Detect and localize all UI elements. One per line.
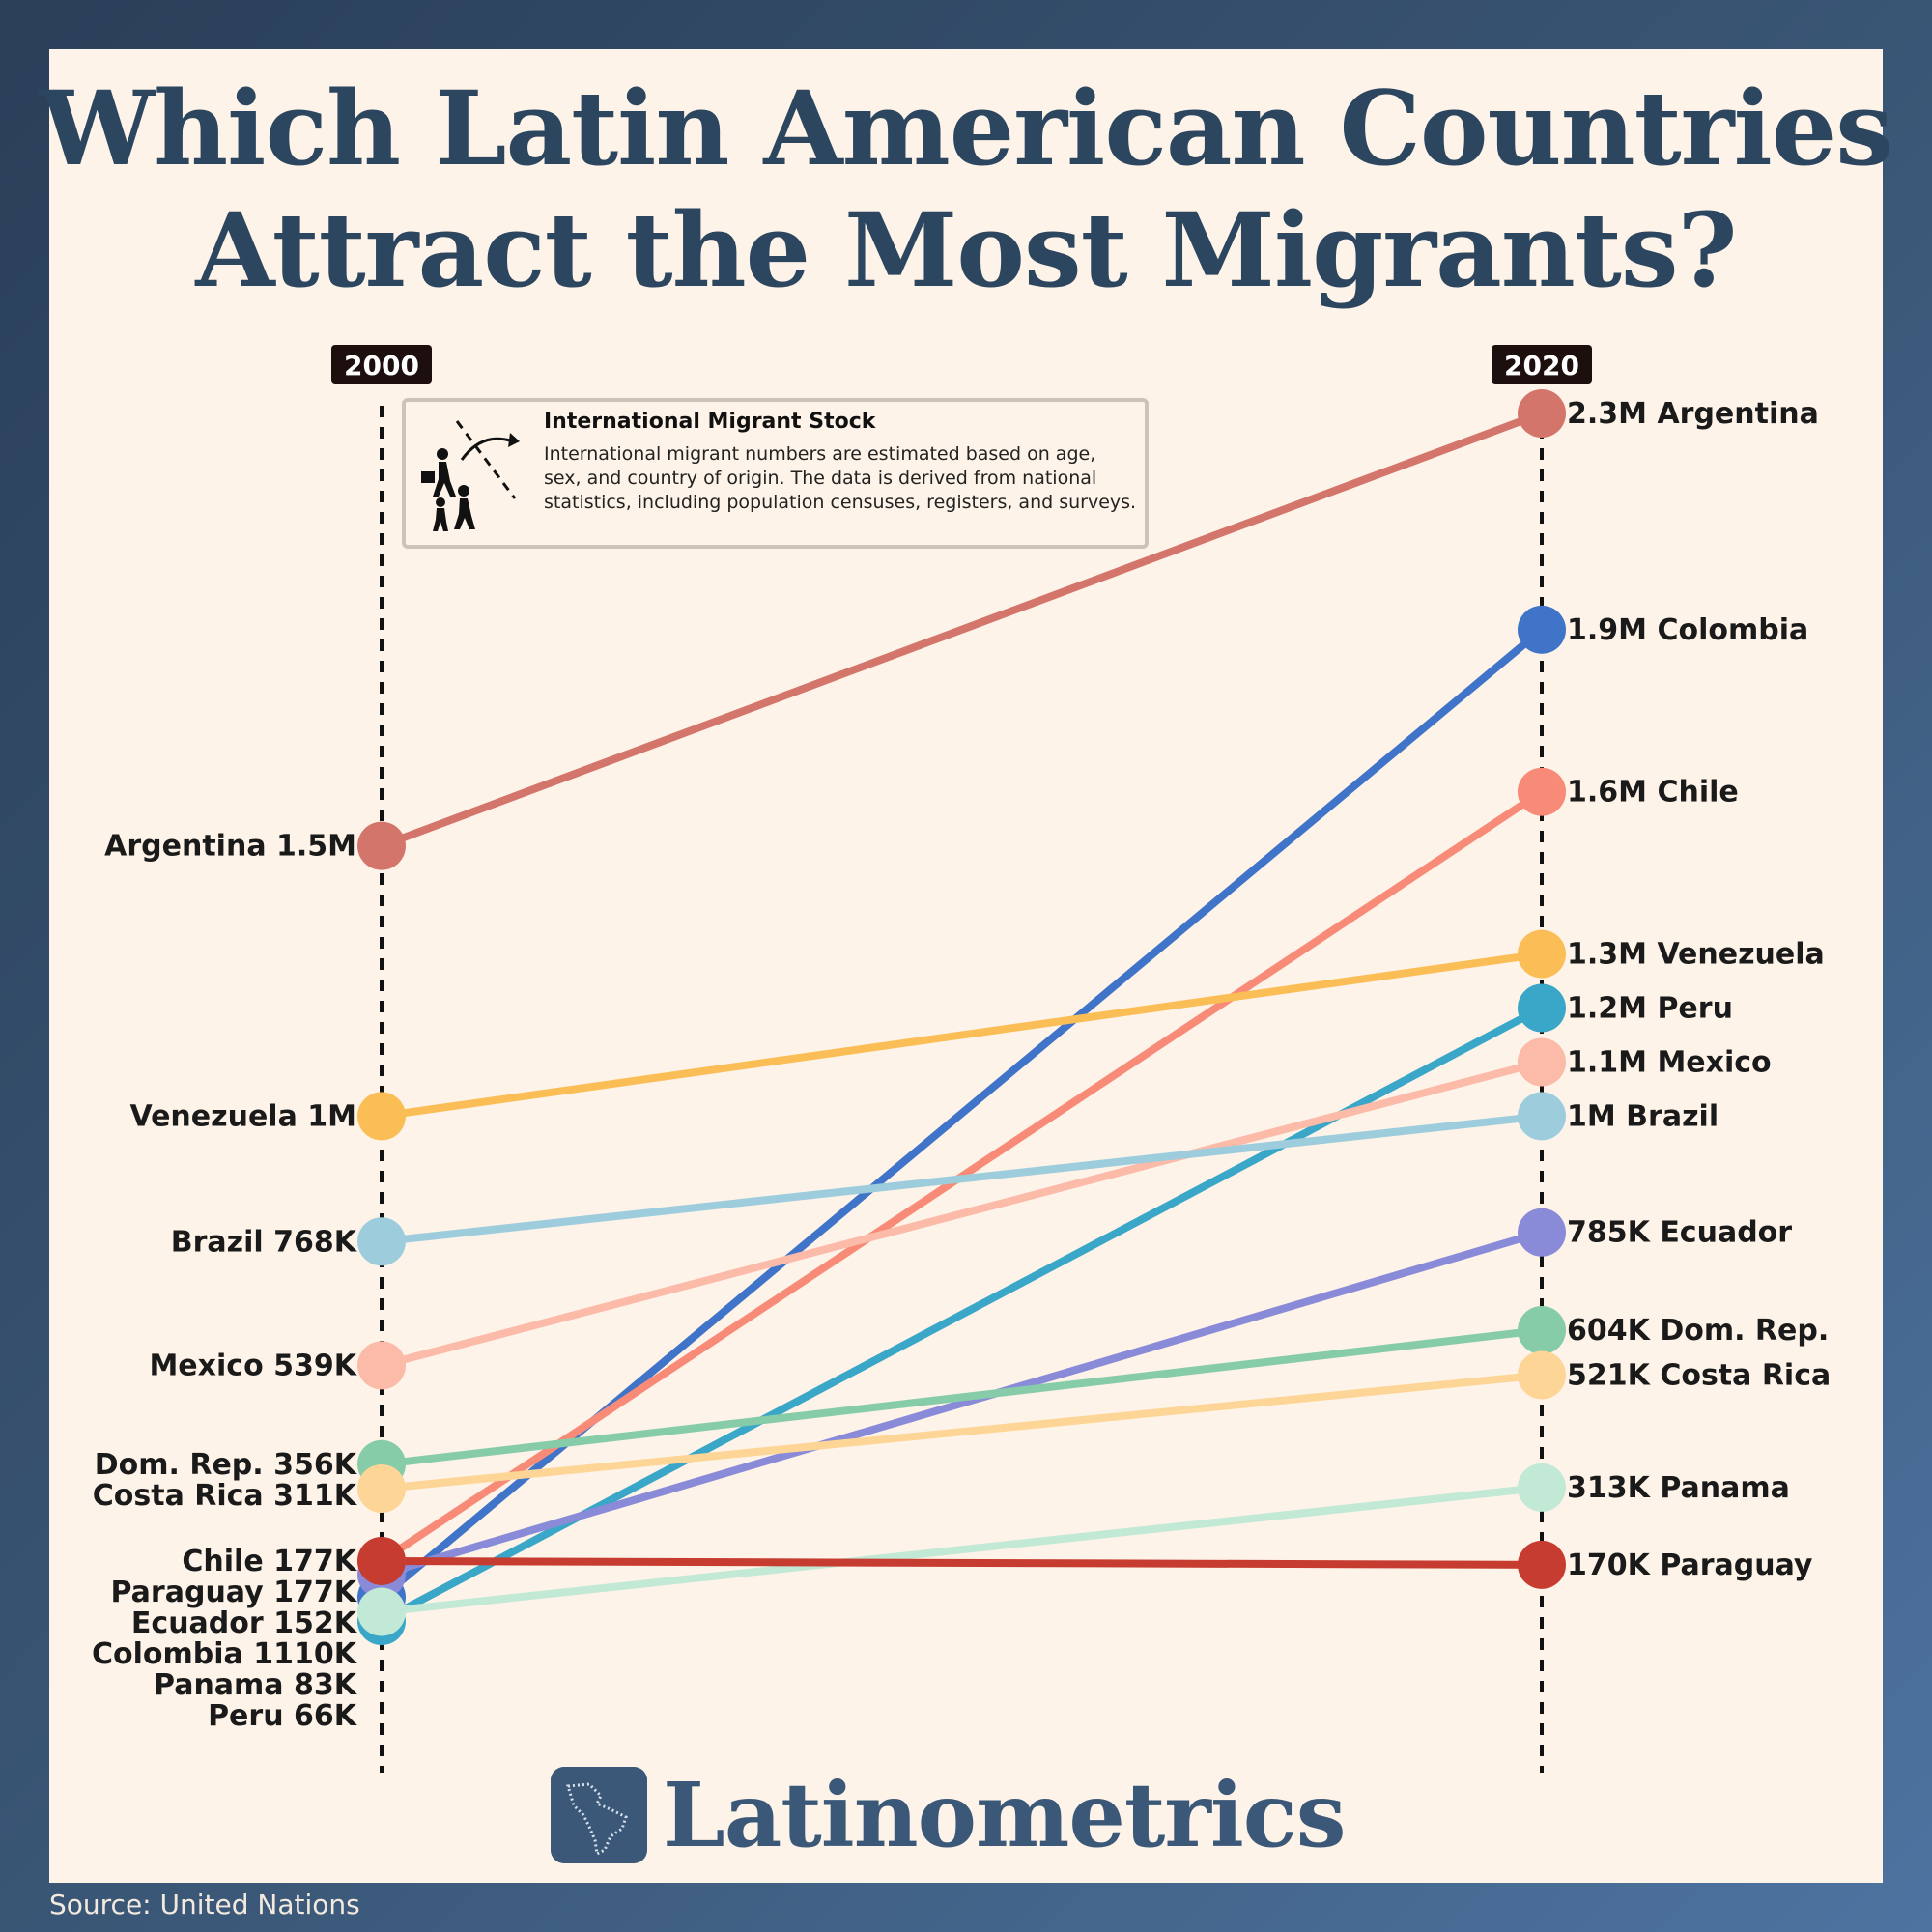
series-line-mexico <box>378 1058 1546 1370</box>
point-2020-colombia <box>1518 605 1566 654</box>
series-line-ecuador <box>378 1228 1546 1578</box>
label-2000-mexico: Mexico 539K <box>149 1349 357 1382</box>
point-2020-peru <box>1518 983 1566 1033</box>
label-2020-panama: 313K Panama <box>1567 1471 1790 1505</box>
title-line-2: Attract the Most Migrants? <box>195 189 1737 310</box>
label-2020-paraguay: 170K Paraguay <box>1567 1548 1813 1582</box>
label-2020-brazil: 1M Brazil <box>1567 1099 1719 1133</box>
brand-logo: Latinometrics <box>551 1762 1347 1868</box>
label-2000-dom-rep: Dom. Rep. 356K <box>95 1448 358 1482</box>
point-2000-costa-rica <box>357 1463 406 1513</box>
point-2000-mexico <box>357 1341 406 1390</box>
year-badge-2020 <box>1492 345 1592 384</box>
series-line-paraguay <box>378 1556 1546 1569</box>
point-2020-argentina <box>1518 389 1566 438</box>
label-2000-ecuador: Ecuador 152K <box>131 1606 358 1640</box>
point-2000-panama <box>357 1587 406 1636</box>
info-text: International migrant numbers are estima… <box>544 443 1137 513</box>
label-2020-peru: 1.2M Peru <box>1567 992 1733 1026</box>
label-2000-venezuela: Venezuela 1M <box>130 1099 357 1133</box>
series-line-peru <box>378 1004 1546 1626</box>
label-2020-mexico: 1.1M Mexico <box>1567 1045 1772 1079</box>
label-2000-peru: Peru 66K <box>208 1699 358 1733</box>
label-2000-argentina: Argentina 1.5M <box>104 830 356 864</box>
latin-america-map-icon <box>551 1767 647 1863</box>
label-2020-ecuador: 785K Ecuador <box>1567 1216 1792 1250</box>
label-2000-paraguay: Paraguay 177K <box>111 1576 358 1609</box>
info-title: International Migrant Stock <box>544 410 876 434</box>
point-2020-dom-rep <box>1518 1306 1566 1355</box>
label-2020-venezuela: 1.3M Venezuela <box>1567 938 1825 972</box>
point-2020-venezuela <box>1518 929 1566 979</box>
series-line-colombia <box>378 625 1546 1602</box>
chart-title: Which Latin American Countries Attract t… <box>0 68 1932 311</box>
title-line-1: Which Latin American Countries <box>40 68 1893 188</box>
year-badge-2000 <box>331 345 432 384</box>
label-2000-costa-rica: Costa Rica 311K <box>93 1479 358 1513</box>
series-line-argentina <box>378 410 1546 850</box>
point-2020-costa-rica <box>1518 1350 1566 1400</box>
info-box: International Migrant Stock Internationa… <box>402 398 1149 549</box>
label-2000-brazil: Brazil 768K <box>171 1225 358 1259</box>
point-2020-panama <box>1518 1463 1566 1512</box>
year-label-2020: 2020 <box>1504 350 1579 382</box>
brand-name: Latinometrics <box>663 1763 1347 1867</box>
series-line-venezuela <box>378 950 1546 1121</box>
label-2000-chile: Chile 177K <box>182 1545 357 1578</box>
migrants-icon <box>421 420 520 531</box>
label-2000-panama: Panama 83K <box>154 1668 358 1702</box>
point-2000-venezuela <box>357 1092 406 1141</box>
point-2000-paraguay <box>357 1536 406 1585</box>
series-line-brazil <box>378 1112 1546 1246</box>
point-2020-chile <box>1518 767 1566 816</box>
point-2020-ecuador <box>1518 1208 1566 1257</box>
year-label-2000: 2000 <box>344 350 419 382</box>
label-2020-costa-rica: 521K Costa Rica <box>1567 1358 1831 1392</box>
series-line-panama <box>378 1483 1546 1616</box>
label-2020-colombia: 1.9M Colombia <box>1567 613 1808 647</box>
label-2000-colombia: Colombia 1110K <box>92 1637 358 1671</box>
point-2020-brazil <box>1518 1092 1566 1141</box>
point-2020-paraguay <box>1518 1540 1566 1589</box>
series-line-dom-rep <box>378 1326 1546 1468</box>
label-2020-dom-rep: 604K Dom. Rep. <box>1567 1314 1829 1348</box>
label-2020-argentina: 2.3M Argentina <box>1567 397 1819 431</box>
label-2020-chile: 1.6M Chile <box>1567 776 1739 810</box>
point-2000-argentina <box>357 821 406 870</box>
point-2000-brazil <box>357 1217 406 1266</box>
series-line-costa-rica <box>378 1371 1546 1492</box>
point-2020-mexico <box>1518 1037 1566 1087</box>
source-note: Source: United Nations <box>49 1889 360 1920</box>
